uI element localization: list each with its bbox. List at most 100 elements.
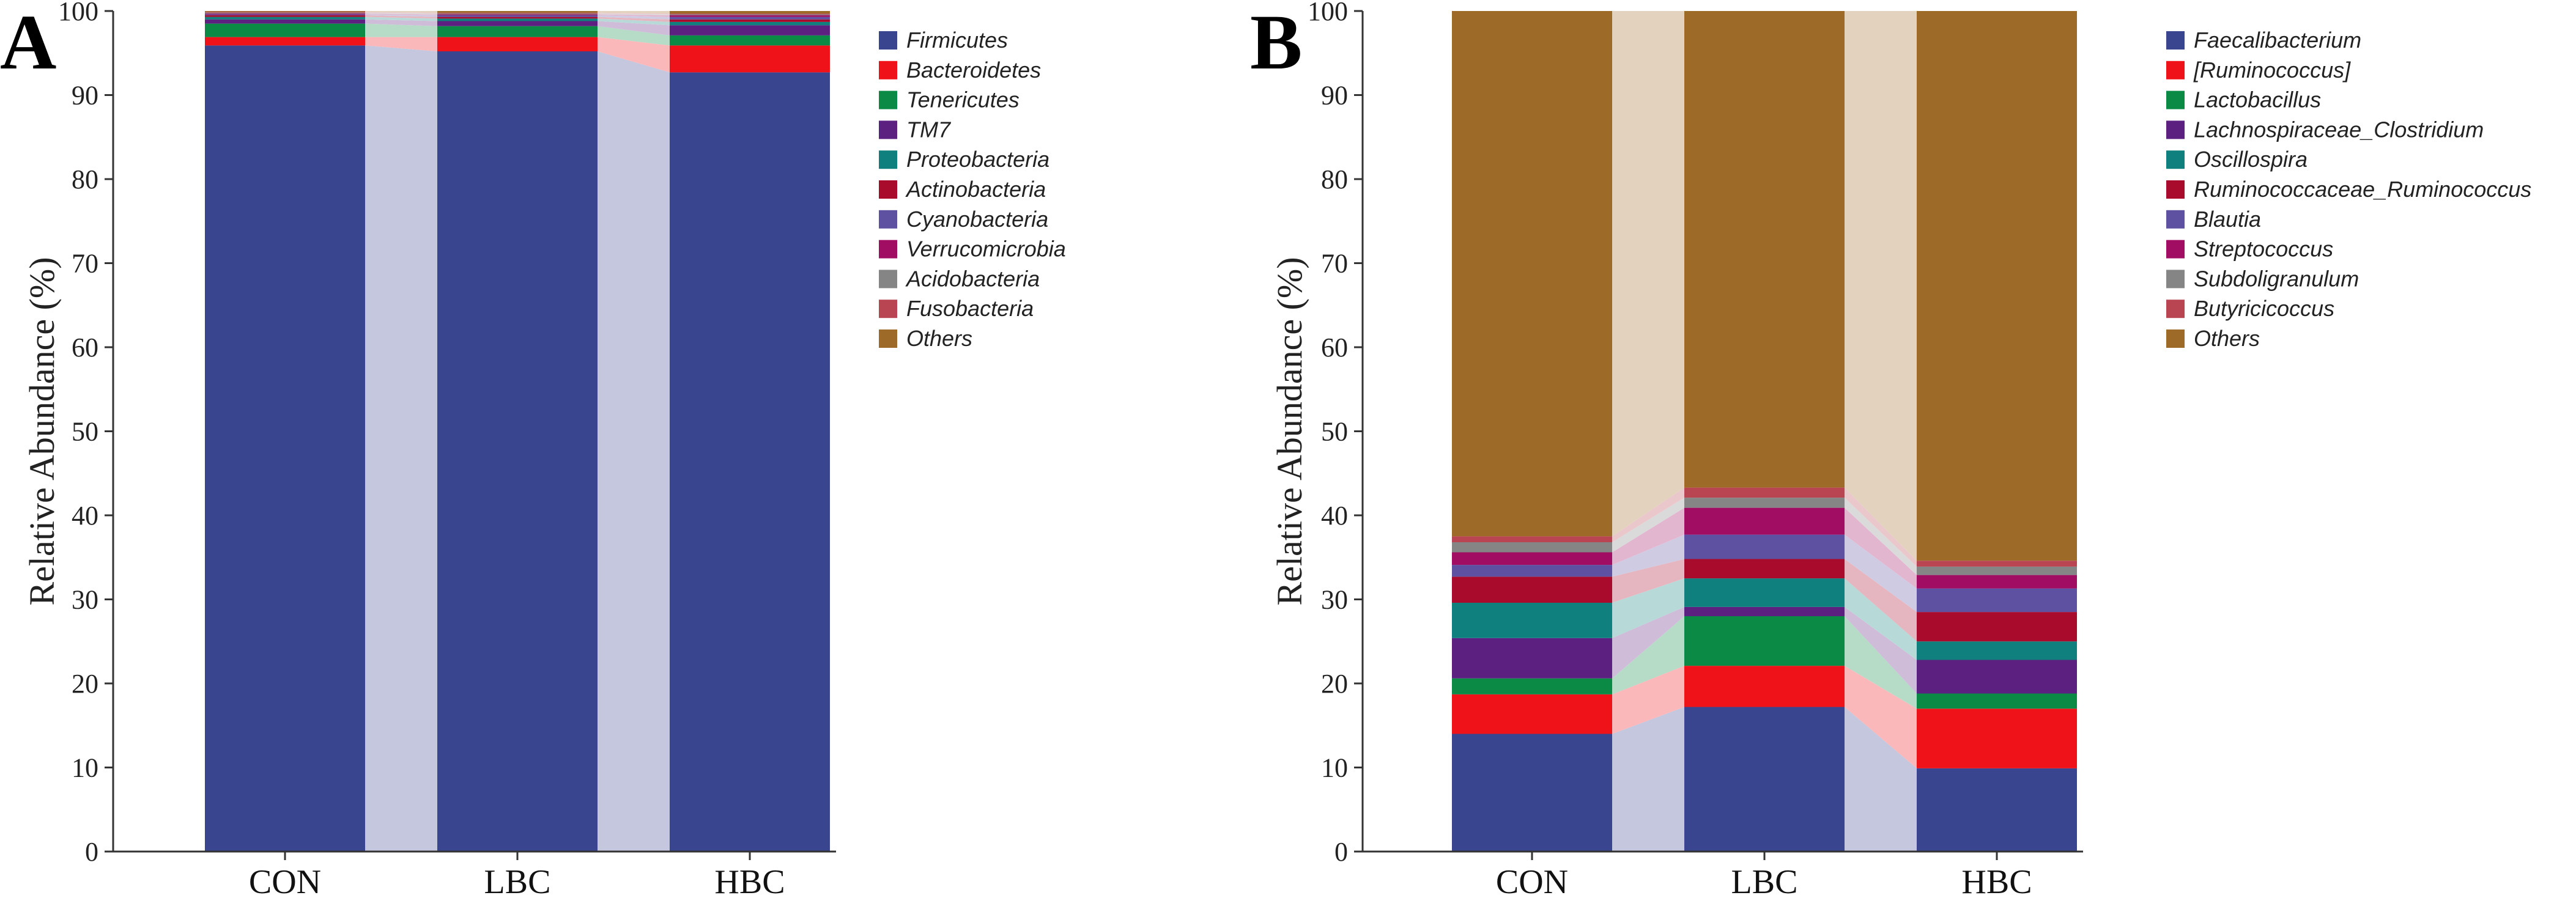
- connector-bands: [1612, 11, 1917, 852]
- legend-swatch-acidobacteria: [879, 270, 897, 289]
- bar-hbc-tm7: [670, 25, 830, 35]
- connector-streptococcus-2: [1845, 507, 1917, 589]
- connector-fusobacteria-2: [598, 12, 670, 15]
- legend-label-subdoligranulum: Subdoligranulum: [2194, 266, 2359, 291]
- y-tick-label: 0: [1334, 837, 1348, 867]
- bar-con-bacteroidetes: [205, 37, 365, 46]
- bar-hbc-faecalibacterium: [1917, 768, 2077, 852]
- bar-con-others: [205, 11, 365, 12]
- bar-con-blautia: [1452, 565, 1612, 577]
- legend-label-firmicutes: Firmicutes: [906, 28, 1008, 53]
- legend-swatch-fusobacteria: [879, 300, 897, 318]
- y-tick-label: 30: [1321, 585, 1348, 615]
- connector-fusobacteria-1: [365, 12, 437, 14]
- connector-acidobacteria-1: [365, 12, 437, 15]
- bar-con-ruminococcaceae-ruminococcus: [1452, 576, 1612, 603]
- connector-blautia-2: [1845, 534, 1917, 613]
- connector-ruminococcaceae-ruminococcus-2: [1845, 559, 1917, 642]
- bar-lbc-acidobacteria: [437, 13, 598, 15]
- connector-oscillospira-1: [1612, 578, 1684, 638]
- bar-hbc-firmicutes: [670, 72, 830, 852]
- bar-hbc-cyanobacteria: [670, 17, 830, 20]
- y-tick-label: 70: [72, 249, 98, 279]
- bar-con-firmicutes: [205, 45, 365, 852]
- legend-swatch-faecalibacterium: [2166, 31, 2185, 50]
- bar-con-ruminococcus: [1452, 694, 1612, 734]
- connector-verrucomicrobia-1: [365, 13, 437, 15]
- connector-bacteroidetes-2: [598, 37, 670, 73]
- legend-swatch-lachnospiraceae-clostridium: [2166, 120, 2185, 139]
- legend-label-cyanobacteria: Cyanobacteria: [906, 207, 1048, 232]
- y-tick-label: 80: [1321, 164, 1348, 194]
- connector-faecalibacterium-2: [1845, 707, 1917, 852]
- bars: [1452, 11, 2077, 852]
- bar-hbc-streptococcus: [1917, 575, 2077, 589]
- connector-actinobacteria-2: [598, 17, 670, 22]
- connector-bands: [365, 11, 670, 852]
- legend-swatch-ruminococcus: [2166, 61, 2185, 79]
- y-tick-label: 70: [1321, 249, 1348, 279]
- bar-hbc-lachnospiraceae-clostridium: [1917, 660, 2077, 694]
- connector-proteobacteria-2: [598, 18, 670, 26]
- bar-lbc-firmicutes: [437, 51, 598, 852]
- bar-lbc-lachnospiraceae-clostridium: [1684, 606, 1845, 616]
- bar-hbc-fusobacteria: [670, 13, 830, 15]
- connector-tenericutes-2: [598, 26, 670, 46]
- legend-swatch-streptococcus: [2166, 240, 2185, 259]
- legend-label-blautia: Blautia: [2194, 207, 2261, 232]
- connector-butyricicoccus-1: [1612, 487, 1684, 542]
- y-tick-label: 50: [72, 417, 98, 447]
- y-tick-label: 100: [58, 0, 98, 26]
- legend-swatch-proteobacteria: [879, 150, 897, 169]
- bar-con-subdoligranulum: [1452, 542, 1612, 553]
- legend-label-oscillospira: Oscillospira: [2194, 147, 2308, 172]
- bar-lbc-blautia: [1684, 534, 1845, 559]
- bar-lbc-faecalibacterium: [1684, 707, 1845, 852]
- y-tick-label: 60: [72, 333, 98, 363]
- legend-label-butyricicoccus: Butyricicoccus: [2194, 296, 2334, 321]
- y-tick-label: 80: [72, 164, 98, 194]
- connector-subdoligranulum-2: [1845, 498, 1917, 575]
- bar-hbc-ruminococcaceae-ruminococcus: [1917, 612, 2077, 642]
- bar-hbc-proteobacteria: [670, 21, 830, 26]
- legend-label-streptococcus: Streptococcus: [2194, 237, 2333, 262]
- bar-hbc-tenericutes: [670, 35, 830, 46]
- y-axis-title: Relative Abundance (%): [1270, 257, 1309, 605]
- legend-swatch-butyricicoccus: [2166, 300, 2185, 318]
- legend-swatch-blautia: [2166, 210, 2185, 229]
- legend-label-actinobacteria: Actinobacteria: [905, 177, 1046, 202]
- category-label-lbc: LBC: [484, 863, 551, 895]
- connector-tm7-2: [598, 21, 670, 35]
- legend-swatch-tenericutes: [879, 90, 897, 109]
- y-tick-label: 100: [1308, 0, 1348, 26]
- y-tick-label: 10: [1321, 753, 1348, 783]
- connector-faecalibacterium-1: [1612, 707, 1684, 852]
- legend-swatch-lactobacillus: [2166, 90, 2185, 109]
- y-tick-label: 90: [1321, 81, 1348, 111]
- connector-ruminococcaceae-ruminococcus-1: [1612, 559, 1684, 603]
- legend-label-ruminococcaceae-ruminococcus: Ruminococcaceae_Ruminococcus: [2194, 177, 2531, 202]
- connector-tenericutes-1: [365, 23, 437, 37]
- connector-others-1: [365, 11, 437, 13]
- y-tick-label: 40: [72, 501, 98, 531]
- legend-label-verrucomicrobia: Verrucomicrobia: [906, 237, 1066, 262]
- connector-ruminococcus-2: [1845, 666, 1917, 768]
- y-tick-label: 50: [1321, 417, 1348, 447]
- bar-lbc-others: [437, 11, 598, 13]
- bars: [205, 11, 830, 852]
- bar-hbc-verrucomicrobia: [670, 15, 830, 17]
- bar-lbc-others: [1684, 11, 1845, 488]
- y-tick-label: 30: [72, 585, 98, 615]
- y-tick-label: 20: [1321, 669, 1348, 699]
- bar-hbc-blautia: [1917, 588, 2077, 613]
- bar-lbc-ruminococcaceae-ruminococcus: [1684, 559, 1845, 579]
- y-axis-title: Relative Abundance (%): [22, 257, 62, 605]
- y-tick-label: 40: [1321, 501, 1348, 531]
- connector-blautia-1: [1612, 534, 1684, 577]
- legend-label-tenericutes: Tenericutes: [906, 87, 1020, 112]
- legend-label-bacteroidetes: Bacteroidetes: [906, 57, 1041, 83]
- connector-others-1: [1612, 11, 1684, 537]
- bar-lbc-tm7: [437, 21, 598, 26]
- bar-hbc-ruminococcus: [1917, 708, 2077, 768]
